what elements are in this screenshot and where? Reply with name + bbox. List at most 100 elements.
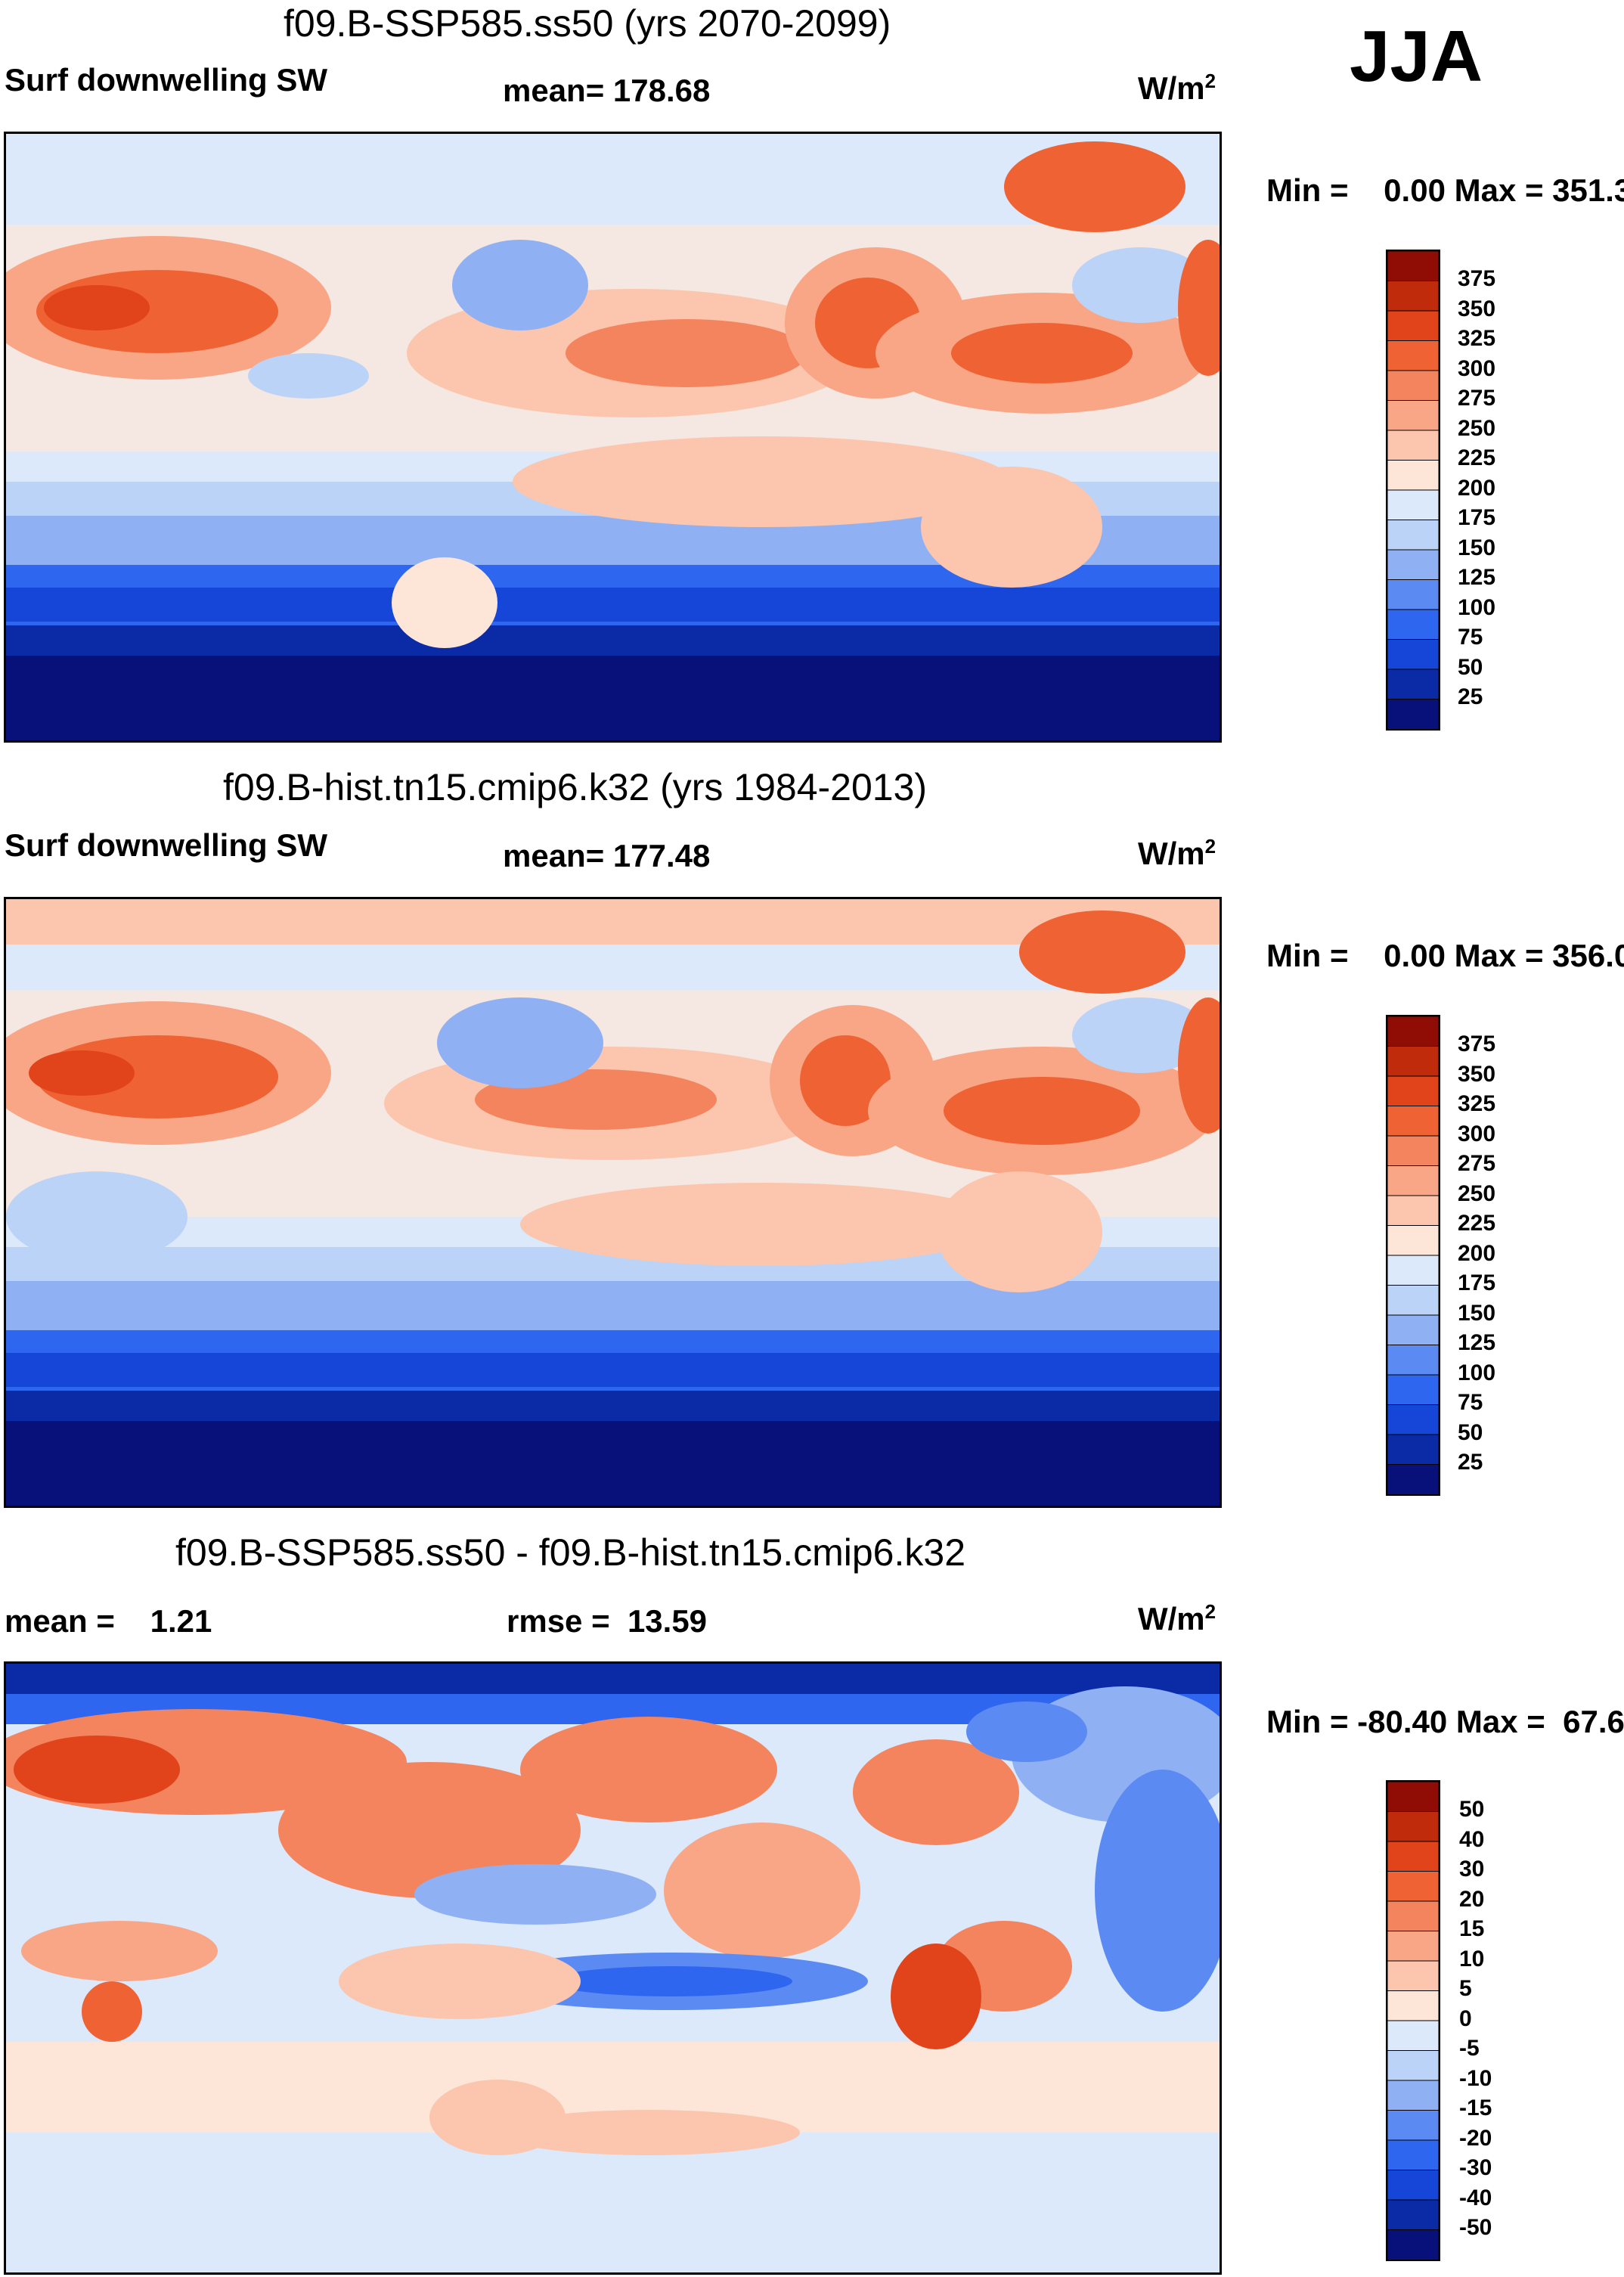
panel1-map	[4, 132, 1222, 743]
panel1-colorbar-svg	[1387, 250, 1440, 730]
panel2-mean-label: mean= 177.48	[503, 838, 711, 873]
colorbar-bin	[1387, 1931, 1440, 1962]
panel2-map	[4, 897, 1222, 1508]
panel2-tick: 350	[1458, 1062, 1496, 1087]
colorbar-bin	[1387, 1871, 1440, 1902]
panel1-minmax: Min = 0.00 Max = 351.35	[1266, 172, 1624, 208]
panel1-tick: 75	[1458, 625, 1483, 650]
colorbar-bin	[1387, 1225, 1440, 1256]
panel1-tick: 375	[1458, 266, 1496, 291]
panel1-title: f09.B-SSP585.ss50 (yrs 2070-2099)	[284, 2, 891, 45]
colorbar-bin	[1387, 1075, 1440, 1107]
panel3-tick: -5	[1459, 2036, 1480, 2061]
panel3-tick: 50	[1459, 1797, 1485, 1822]
panel2-tick: 250	[1458, 1181, 1496, 1206]
panel2-tick: 150	[1458, 1301, 1496, 1326]
panel1-tick: 325	[1458, 326, 1496, 351]
colorbar-bin	[1387, 1135, 1440, 1167]
panel3-title: f09.B-SSP585.ss50 - f09.B-hist.tn15.cmip…	[175, 1531, 965, 1574]
panel1-tick: 50	[1458, 655, 1483, 680]
colorbar-bin	[1387, 1016, 1440, 1047]
panel2-colorbar	[1386, 1015, 1440, 1496]
colorbar-bin	[1387, 1195, 1440, 1227]
panel2-tick: 50	[1458, 1420, 1483, 1445]
panel2-tick: 275	[1458, 1151, 1496, 1176]
colorbar-bin	[1387, 1464, 1440, 1495]
colorbar-bin	[1387, 1285, 1440, 1316]
colorbar-bin	[1387, 1106, 1440, 1137]
panel2-title: f09.B-hist.tn15.cmip6.k32 (yrs 1984-2013…	[223, 766, 928, 808]
colorbar-bin	[1387, 1345, 1440, 1376]
colorbar-bin	[1387, 250, 1440, 282]
panel3-tick: -50	[1459, 2215, 1492, 2240]
panel3-tick: -30	[1459, 2155, 1492, 2180]
panel1-tick: 25	[1458, 684, 1483, 709]
colorbar-bin	[1387, 1841, 1440, 1872]
panel1-tick: 175	[1458, 505, 1496, 530]
panel1-tick: 125	[1458, 565, 1496, 590]
panel1-tick: 225	[1458, 445, 1496, 470]
colorbar-bin	[1387, 1990, 1440, 2021]
colorbar-bin	[1387, 2229, 1440, 2260]
panel1-units: W/m2	[1138, 70, 1216, 106]
panel2-tick: 125	[1458, 1330, 1496, 1355]
panel3-colorbar-svg	[1387, 1781, 1440, 2260]
colorbar-bin	[1387, 520, 1440, 551]
colorbar-bin	[1387, 281, 1440, 312]
colorbar-bin	[1387, 2170, 1440, 2201]
colorbar-bin	[1387, 2020, 1440, 2052]
colorbar-bin	[1387, 2050, 1440, 2081]
panel3-units: W/m2	[1138, 1600, 1216, 1636]
panel2-tick: 300	[1458, 1121, 1496, 1146]
panel2-colorbar-svg	[1387, 1016, 1440, 1495]
colorbar-bin	[1387, 370, 1440, 402]
panel3-rmse-label: rmse = 13.59	[507, 1603, 708, 1639]
panel3-tick: 30	[1459, 1857, 1485, 1881]
panel1-mean-label: mean= 178.68	[503, 73, 711, 108]
panel3-tick: 5	[1459, 1976, 1472, 2001]
colorbar-bin	[1387, 2080, 1440, 2111]
panel2-tick: 75	[1458, 1390, 1483, 1415]
colorbar-bin	[1387, 340, 1440, 371]
colorbar-bin	[1387, 1811, 1440, 1842]
panel3-tick: -10	[1459, 2066, 1492, 2091]
colorbar-bin	[1387, 1434, 1440, 1466]
panel2-tick: 25	[1458, 1450, 1483, 1475]
colorbar-bin	[1387, 579, 1440, 610]
panel1-tick: 100	[1458, 595, 1496, 620]
panel3-tick: 15	[1459, 1916, 1485, 1941]
panel3-tick: -20	[1459, 2126, 1492, 2151]
panel1-tick: 200	[1458, 476, 1496, 501]
panel3-tick: 20	[1459, 1887, 1485, 1912]
panel2-tick: 375	[1458, 1031, 1496, 1056]
panel1-tick: 300	[1458, 356, 1496, 381]
colorbar-bin	[1387, 1165, 1440, 1196]
colorbar-bin	[1387, 310, 1440, 342]
colorbar-bin	[1387, 549, 1440, 581]
colorbar-bin	[1387, 460, 1440, 491]
colorbar-bin	[1387, 400, 1440, 431]
panel3-tick: 10	[1459, 1947, 1485, 1971]
colorbar-bin	[1387, 489, 1440, 521]
colorbar-bin	[1387, 1046, 1440, 1077]
panel3-tick: -15	[1459, 2096, 1492, 2120]
panel2-minmax: Min = 0.00 Max = 356.06	[1266, 938, 1624, 973]
panel2-units: W/m2	[1138, 835, 1216, 871]
panel3-colorbar	[1386, 1780, 1440, 2261]
colorbar-bin	[1387, 1960, 1440, 1992]
colorbar-bin	[1387, 609, 1440, 641]
colorbar-bin	[1387, 430, 1440, 461]
panel1-tick: 275	[1458, 386, 1496, 411]
panel2-tick: 225	[1458, 1211, 1496, 1236]
panel3-map	[4, 1661, 1222, 2275]
colorbar-bin	[1387, 2110, 1440, 2141]
panel2-variable-label: Surf downwelling SW	[5, 827, 327, 863]
panel2-tick: 175	[1458, 1270, 1496, 1295]
panel3-tick: 40	[1459, 1827, 1485, 1852]
panel2-tick: 325	[1458, 1091, 1496, 1116]
colorbar-bin	[1387, 1781, 1440, 1813]
colorbar-bin	[1387, 639, 1440, 670]
panel3-tick: 0	[1459, 2006, 1472, 2031]
panel1-variable-label: Surf downwelling SW	[5, 62, 327, 98]
panel1-colorbar	[1386, 250, 1440, 731]
